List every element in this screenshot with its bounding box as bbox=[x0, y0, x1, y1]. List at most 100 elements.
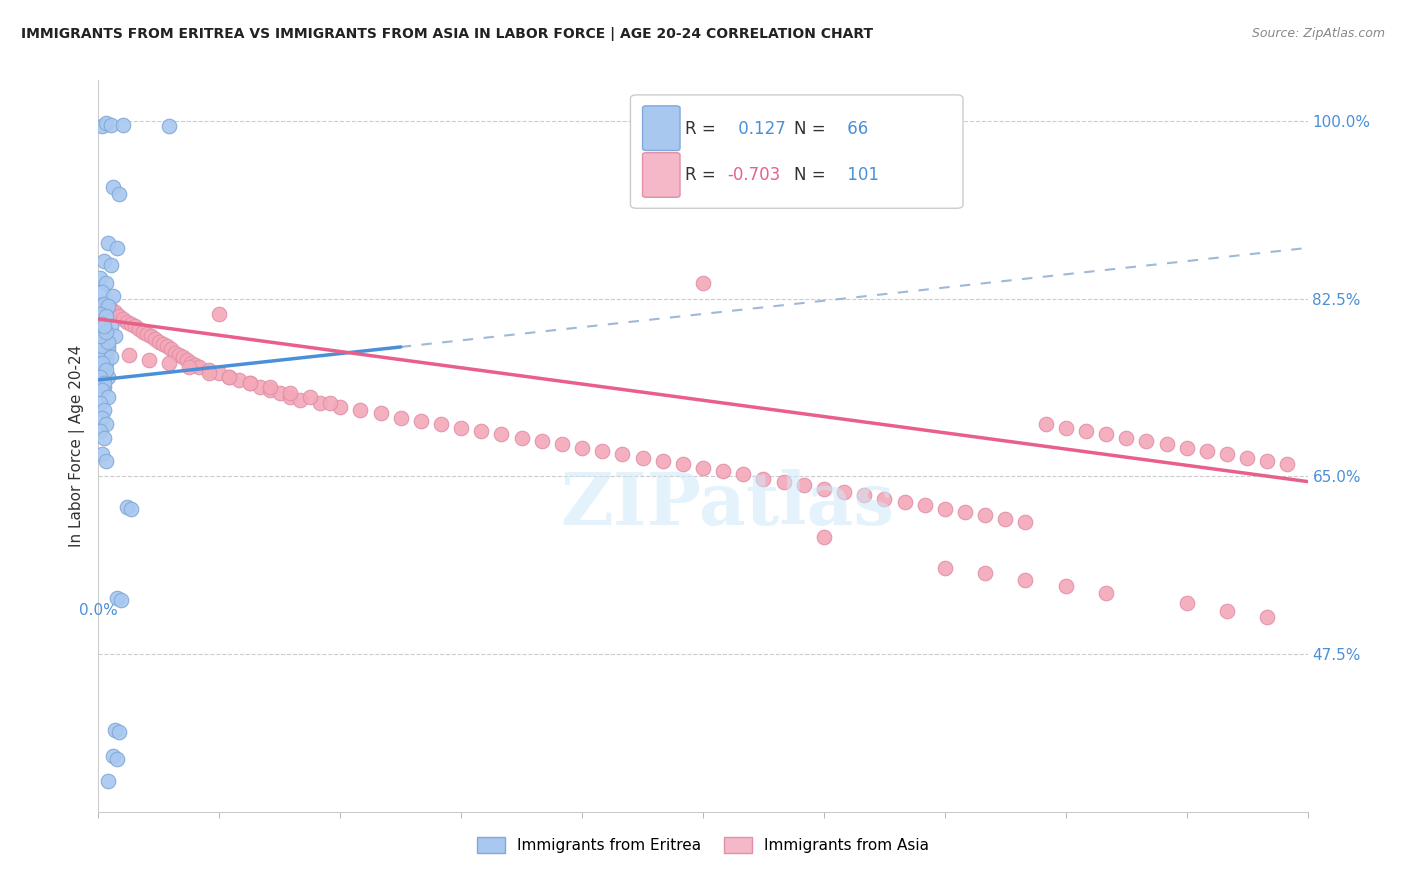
Point bbox=[450, 421, 472, 435]
Point bbox=[160, 343, 183, 357]
Point bbox=[208, 366, 231, 380]
Point bbox=[93, 403, 115, 417]
Point bbox=[111, 118, 134, 132]
Point bbox=[184, 358, 207, 372]
Point bbox=[893, 495, 915, 509]
Point bbox=[1195, 444, 1218, 458]
Text: N =: N = bbox=[793, 167, 825, 185]
Point bbox=[89, 396, 111, 410]
Point bbox=[91, 339, 114, 353]
Point bbox=[96, 325, 118, 339]
Point bbox=[299, 390, 322, 404]
Point bbox=[1074, 424, 1097, 438]
Text: 66: 66 bbox=[842, 120, 869, 138]
Point bbox=[239, 376, 262, 390]
Point bbox=[934, 561, 956, 575]
Text: 0.127: 0.127 bbox=[734, 120, 786, 138]
Point bbox=[89, 350, 111, 364]
Point bbox=[93, 325, 115, 339]
Point bbox=[100, 258, 122, 272]
Point bbox=[93, 359, 115, 374]
Point bbox=[91, 285, 114, 299]
Point bbox=[93, 380, 115, 394]
Point bbox=[631, 451, 654, 466]
Point bbox=[530, 434, 553, 448]
Point bbox=[651, 454, 673, 468]
Point bbox=[110, 593, 132, 607]
Point bbox=[128, 322, 150, 336]
Point bbox=[278, 390, 301, 404]
Text: R =: R = bbox=[685, 120, 716, 138]
Point bbox=[124, 319, 146, 334]
Point bbox=[711, 464, 734, 478]
Y-axis label: In Labor Force | Age 20-24: In Labor Force | Age 20-24 bbox=[69, 345, 84, 547]
Point bbox=[1216, 447, 1239, 461]
Point bbox=[309, 396, 332, 410]
Point bbox=[1135, 434, 1157, 448]
Point bbox=[167, 347, 190, 362]
Point bbox=[1095, 426, 1118, 441]
Point bbox=[1256, 454, 1278, 468]
Text: -0.703: -0.703 bbox=[727, 167, 780, 185]
Point bbox=[97, 339, 120, 353]
Point bbox=[103, 329, 125, 343]
Point bbox=[329, 401, 352, 415]
Point bbox=[107, 187, 129, 202]
Point bbox=[853, 488, 876, 502]
Point bbox=[994, 512, 1017, 526]
Point bbox=[349, 403, 371, 417]
Point bbox=[89, 271, 111, 285]
Point bbox=[752, 471, 775, 485]
Point bbox=[100, 118, 122, 132]
Point bbox=[97, 335, 120, 350]
Point bbox=[89, 356, 111, 370]
Point bbox=[100, 319, 122, 334]
Point bbox=[101, 180, 124, 194]
Text: ZIPatlas: ZIPatlas bbox=[560, 469, 894, 540]
Point bbox=[510, 431, 533, 445]
Point bbox=[139, 329, 162, 343]
Point bbox=[107, 309, 129, 323]
Point bbox=[176, 352, 198, 367]
Point bbox=[100, 350, 122, 364]
Point bbox=[93, 254, 115, 268]
Point bbox=[188, 359, 211, 374]
Point bbox=[974, 508, 997, 522]
Point bbox=[96, 309, 118, 323]
Text: 0.0%: 0.0% bbox=[79, 603, 118, 618]
Point bbox=[96, 350, 118, 364]
Point bbox=[1014, 515, 1036, 529]
Point bbox=[89, 376, 111, 390]
Point bbox=[93, 297, 115, 311]
Point bbox=[120, 317, 142, 331]
Point bbox=[91, 119, 114, 133]
FancyBboxPatch shape bbox=[643, 153, 681, 197]
Point bbox=[389, 410, 412, 425]
Point bbox=[105, 752, 128, 766]
Point bbox=[612, 447, 634, 461]
Point bbox=[111, 312, 134, 326]
Point bbox=[1175, 597, 1198, 611]
Point bbox=[692, 461, 714, 475]
Point bbox=[733, 467, 755, 482]
Point bbox=[96, 417, 118, 431]
Point bbox=[93, 376, 115, 390]
Point bbox=[97, 774, 120, 789]
Point bbox=[157, 119, 180, 133]
Point bbox=[107, 725, 129, 739]
Point bbox=[1175, 441, 1198, 455]
Point bbox=[97, 343, 120, 357]
Point bbox=[96, 363, 118, 377]
Point bbox=[91, 410, 114, 425]
Point bbox=[100, 301, 122, 316]
Point bbox=[208, 307, 231, 321]
Point bbox=[96, 454, 118, 468]
Point bbox=[370, 407, 392, 421]
Point bbox=[157, 356, 180, 370]
Point bbox=[772, 475, 794, 489]
Legend: Immigrants from Eritrea, Immigrants from Asia: Immigrants from Eritrea, Immigrants from… bbox=[471, 830, 935, 859]
Point bbox=[228, 373, 250, 387]
Point bbox=[409, 414, 432, 428]
Point bbox=[96, 356, 118, 370]
Point bbox=[93, 345, 115, 359]
